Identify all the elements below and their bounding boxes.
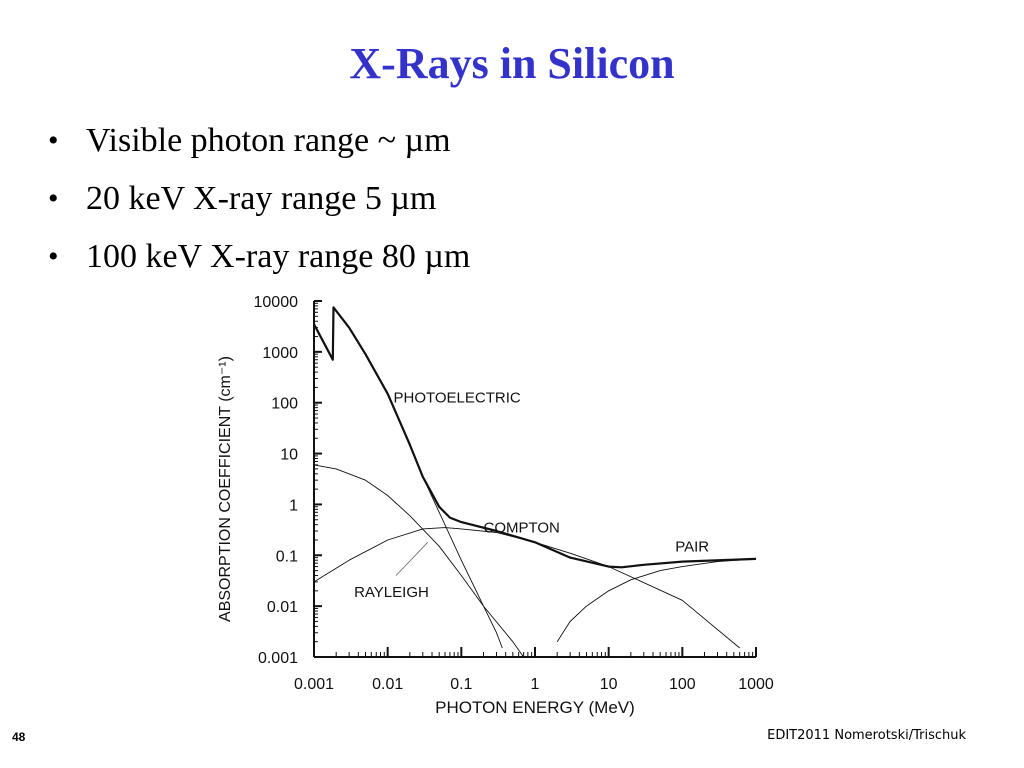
x-tick-label: 100 <box>669 676 696 693</box>
y-axis-title: ABSORPTION COEFFICIENT (cm⁻¹) <box>217 356 234 622</box>
y-tick-label: 1000 <box>262 345 298 362</box>
bullet-icon: • <box>48 124 59 157</box>
curve-label-pair: PAIR <box>675 538 709 555</box>
bullet-item: • 100 keV X-ray range 80 µm <box>48 228 470 286</box>
chart-axes: 0.001 0.01 0.1 1 10 100 1000 10000 0.001 0.01 0.1 1… <box>217 294 774 717</box>
y-tick-label: 0.1 <box>276 548 298 565</box>
slide-title: X-Rays in Silicon <box>349 39 675 88</box>
absorption-chart: 0.001 0.01 0.1 1 10 100 1000 10000 0.001 0.01 0.1 1… <box>217 294 774 717</box>
chart-labels: PHOTOELECTRIC COMPTON PAIR RAYLEIGH <box>354 390 709 601</box>
chart-curves <box>313 306 757 658</box>
series-line-total <box>313 306 757 569</box>
x-tick-label: 0.001 <box>294 676 334 693</box>
curve-label-rayleigh: RAYLEIGH <box>354 584 429 601</box>
x-tick-label: 0.01 <box>372 676 403 693</box>
bullet-text: Visible photon range ~ µm <box>86 122 451 159</box>
series-line-compton <box>313 527 740 649</box>
y-tick-label: 10 <box>280 447 298 464</box>
x-tick-label: 10 <box>600 676 618 693</box>
y-tick-label: 100 <box>271 396 298 413</box>
curve-label-photoelectric: PHOTOELECTRIC <box>393 390 520 407</box>
y-tick-label: 0.001 <box>258 650 298 667</box>
page-number: 48 <box>12 730 26 744</box>
y-tick-label: 0.01 <box>267 599 298 616</box>
bullet-item: • Visible photon range ~ µm <box>48 112 470 170</box>
series-line-photoelectric <box>387 393 503 649</box>
bullet-list: • Visible photon range ~ µm • 20 keV X-ray… <box>48 112 470 286</box>
rayleigh-leader-line <box>395 542 429 576</box>
bullet-icon: • <box>48 182 59 215</box>
curve-label-compton: COMPTON <box>484 520 560 537</box>
x-tick-label: 0.1 <box>450 676 472 693</box>
bullet-item: • 20 keV X-ray range 5 µm <box>48 170 470 228</box>
x-tick-label: 1 <box>531 676 540 693</box>
y-tick-label: 10000 <box>254 294 299 311</box>
series-line-rayleigh <box>313 464 524 658</box>
y-tick-label: 1 <box>289 497 298 514</box>
bullet-text: 20 keV X-ray range 5 µm <box>86 180 437 217</box>
series-line-pair <box>556 558 757 642</box>
bullet-icon: • <box>48 240 59 273</box>
x-tick-label: 1000 <box>738 676 774 693</box>
x-axis-title: PHOTON ENERGY (MeV) <box>435 698 635 717</box>
footer-credit: EDIT2011 Nomerotski/Trischuk <box>767 728 966 743</box>
bullet-text: 100 keV X-ray range 80 µm <box>86 238 471 275</box>
